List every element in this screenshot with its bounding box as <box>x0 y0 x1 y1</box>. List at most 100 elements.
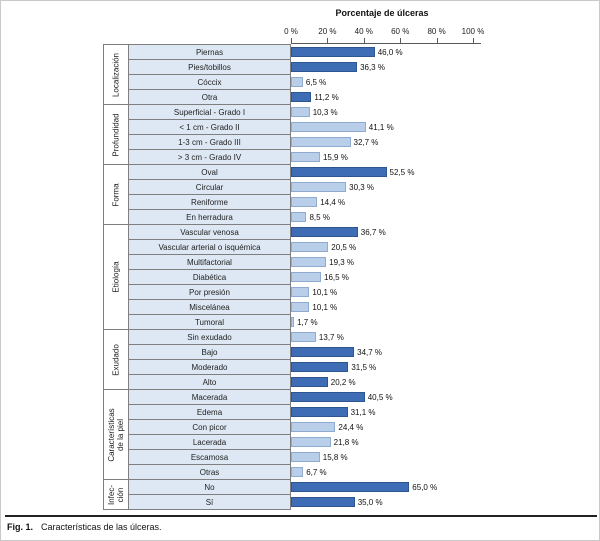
row-label: Otra <box>128 89 291 105</box>
chart-row: Circular 30,3 % <box>128 179 571 195</box>
chart-row: Superficial - Grado I 10,3 % <box>128 104 571 120</box>
bar <box>291 77 303 87</box>
bar-area: 15,8 % <box>291 449 571 465</box>
chart-row: Lacerada 21,8 % <box>128 434 571 450</box>
bar <box>291 497 355 507</box>
bar-area: 31,1 % <box>291 404 571 420</box>
row-label: Reniforme <box>128 194 291 210</box>
bar-area: 36,7 % <box>291 224 571 240</box>
row-label: Multifactorial <box>128 254 291 270</box>
group-label-text: Etiología <box>111 261 121 293</box>
chart-row: Bajo 34,7 % <box>128 344 571 360</box>
value-label: 40,5 % <box>367 392 393 402</box>
value-label: 34,7 % <box>357 347 383 357</box>
bar <box>291 152 320 162</box>
row-label: Diabética <box>128 269 291 285</box>
group-label-text: Localización <box>111 52 121 97</box>
value-label: 31,1 % <box>350 407 376 417</box>
group-exudado: Exudado Sin exudado 13,7 % Bajo 34,7 % Modera… <box>103 329 571 390</box>
row-label: Vascular venosa <box>128 224 291 240</box>
bar <box>291 392 365 402</box>
chart-row: Miscelánea 10,1 % <box>128 299 571 315</box>
bar <box>291 137 351 147</box>
chart-row: Moderado 31,5 % <box>128 359 571 375</box>
row-label: 1-3 cm - Grado III <box>128 134 291 150</box>
value-label: 16,5 % <box>324 272 349 282</box>
value-label: 35,0 % <box>357 497 383 507</box>
bar <box>291 62 358 72</box>
row-label: No <box>128 479 291 495</box>
bar-area: 24,4 % <box>291 419 571 435</box>
row-label: Circular <box>128 179 291 195</box>
value-label: 14,4 % <box>320 197 346 207</box>
chart-row: 1-3 cm - Grado III 32,7 % <box>128 134 571 150</box>
group-rows: Superficial - Grado I 10,3 % < 1 cm - Grad… <box>128 104 571 165</box>
chart-row: En herradura 8,5 % <box>128 209 571 225</box>
value-label: 15,9 % <box>322 152 348 162</box>
bar <box>291 452 320 462</box>
caption-text: Características de las úlceras. <box>41 522 162 532</box>
bar <box>291 317 295 327</box>
group-profundidad: Profundidad Superficial - Grado I 10,3 % < … <box>103 104 571 165</box>
bar-area: 52,5 % <box>291 164 571 180</box>
bar-area: 10,3 % <box>291 104 571 120</box>
chart-row: < 1 cm - Grado II 41,1 % <box>128 119 571 135</box>
row-label: Superficial - Grado I <box>128 104 291 120</box>
value-label: 46,0 % <box>377 47 403 57</box>
row-label: < 1 cm - Grado II <box>128 119 291 135</box>
value-label: 6,5 % <box>305 77 327 87</box>
group-label-text: Profundidad <box>111 112 121 157</box>
row-label: Oval <box>128 164 291 180</box>
value-label: 24,4 % <box>338 422 364 432</box>
bar <box>291 272 322 282</box>
value-label: 1,7 % <box>297 317 318 327</box>
chart-row: Tumoral 1,7 % <box>128 314 571 330</box>
group-label-profundidad: Profundidad <box>103 104 129 165</box>
row-label: Bajo <box>128 344 291 360</box>
chart-row: Sin exudado 13,7 % <box>128 329 571 345</box>
value-label: 41,1 % <box>368 122 394 132</box>
value-label: 10,1 % <box>312 302 338 312</box>
value-label: 36,3 % <box>360 62 385 72</box>
bar-chart: Localización Piernas 46,0 % Pies/tobillos 36… <box>103 44 571 510</box>
chart-row: Oval 52,5 % <box>128 164 571 180</box>
value-label: 30,3 % <box>349 182 375 192</box>
bar-area: 8,5 % <box>291 209 571 225</box>
bar <box>291 182 347 192</box>
value-label: 6,7 % <box>306 467 327 477</box>
group-label-etiologia: Etiología <box>103 224 129 330</box>
chart-row: Piernas 46,0 % <box>128 44 571 60</box>
group-label-text: Infec- ción <box>106 484 125 505</box>
chart-row: Multifactorial 19,3 % <box>128 254 571 270</box>
bar-area: 6,5 % <box>291 74 571 90</box>
x-tick-label: 100 % <box>461 27 485 36</box>
bar <box>291 197 318 207</box>
chart-row: Diabética 16,5 % <box>128 269 571 285</box>
chart-row: Vascular arterial o isquémica 20,5 % <box>128 239 571 255</box>
bar-area: 35,0 % <box>291 494 571 510</box>
row-label: > 3 cm - Grado IV <box>128 149 291 165</box>
value-label: 8,5 % <box>309 212 330 222</box>
row-label: Miscelánea <box>128 299 291 315</box>
bar <box>291 47 375 57</box>
group-label-text: Forma <box>111 182 121 207</box>
x-tick-label: 40 % <box>354 27 373 36</box>
value-label: 20,5 % <box>331 242 357 252</box>
chart-row: Otra 11,2 % <box>128 89 571 105</box>
chart-row: Por presión 10,1 % <box>128 284 571 300</box>
value-label: 10,3 % <box>312 107 338 117</box>
group-rows: Vascular venosa 36,7 % Vascular arterial o… <box>128 224 571 330</box>
group-rows: Sin exudado 13,7 % Bajo 34,7 % Moderado 31,5 … <box>128 329 571 390</box>
chart-row: Sí 35,0 % <box>128 494 571 510</box>
value-label: 13,7 % <box>318 332 344 342</box>
bar-area: 65,0 % <box>291 479 571 495</box>
group-label-text: Características de la piel <box>106 407 125 462</box>
bar <box>291 242 329 252</box>
chart-row: Cóccix 6,5 % <box>128 74 571 90</box>
row-label: Piernas <box>128 44 291 60</box>
bar <box>291 122 366 132</box>
row-label: Tumoral <box>128 314 291 330</box>
bar-area: 40,5 % <box>291 389 571 405</box>
x-tick-mark <box>473 38 474 44</box>
